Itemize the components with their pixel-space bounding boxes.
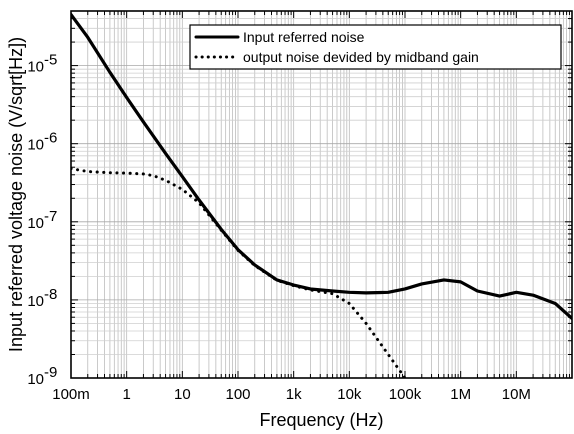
x-tick-labels: 100m 1 10 100 1k 10k 100k 1M 10M (52, 386, 531, 403)
x-tick-label: 100k (389, 386, 422, 403)
plot-frame (70, 10, 573, 379)
y-tick-label-base: 10 (27, 293, 44, 310)
y-tick-label-base: 10 (27, 215, 44, 232)
y-tick-label-exponent: -8 (44, 286, 57, 303)
y-tick-label-base: 10 (27, 59, 44, 76)
y-tick-label-exponent: -9 (44, 364, 57, 381)
x-tick-label: 1M (450, 386, 471, 403)
x-tick-label: 10M (502, 386, 531, 403)
legend-label-output-noise: output noise devided by midband gain (243, 49, 479, 65)
series-group (71, 12, 572, 378)
y-tick-labels: 10-910-810-710-610-5 (27, 52, 57, 388)
legend: Input referred noise output noise devided… (189, 24, 562, 70)
y-tick-label-exponent: -5 (44, 52, 57, 69)
x-axis-label: Frequency (Hz) (259, 410, 383, 430)
x-tick-label: 10 (174, 386, 191, 403)
y-tick-label-exponent: -7 (44, 208, 57, 225)
legend-label-input-noise: Input referred noise (243, 29, 365, 45)
x-tick-label: 100m (52, 386, 90, 403)
y-tick-label-base: 10 (27, 137, 44, 154)
y-tick-label-exponent: -6 (44, 130, 57, 147)
x-tick-label: 1k (286, 386, 302, 403)
y-axis-label: Input referred voltage noise (V/sqrt[Hz]… (6, 37, 26, 352)
y-tick-label-base: 10 (27, 371, 44, 388)
x-tick-label: 100 (225, 386, 250, 403)
x-tick-label: 10k (337, 386, 362, 403)
output-noise-series-line (71, 167, 407, 378)
legend-box (189, 24, 562, 70)
input-noise-series-line (71, 12, 572, 320)
grid (71, 11, 572, 378)
x-tick-label: 1 (122, 386, 130, 403)
